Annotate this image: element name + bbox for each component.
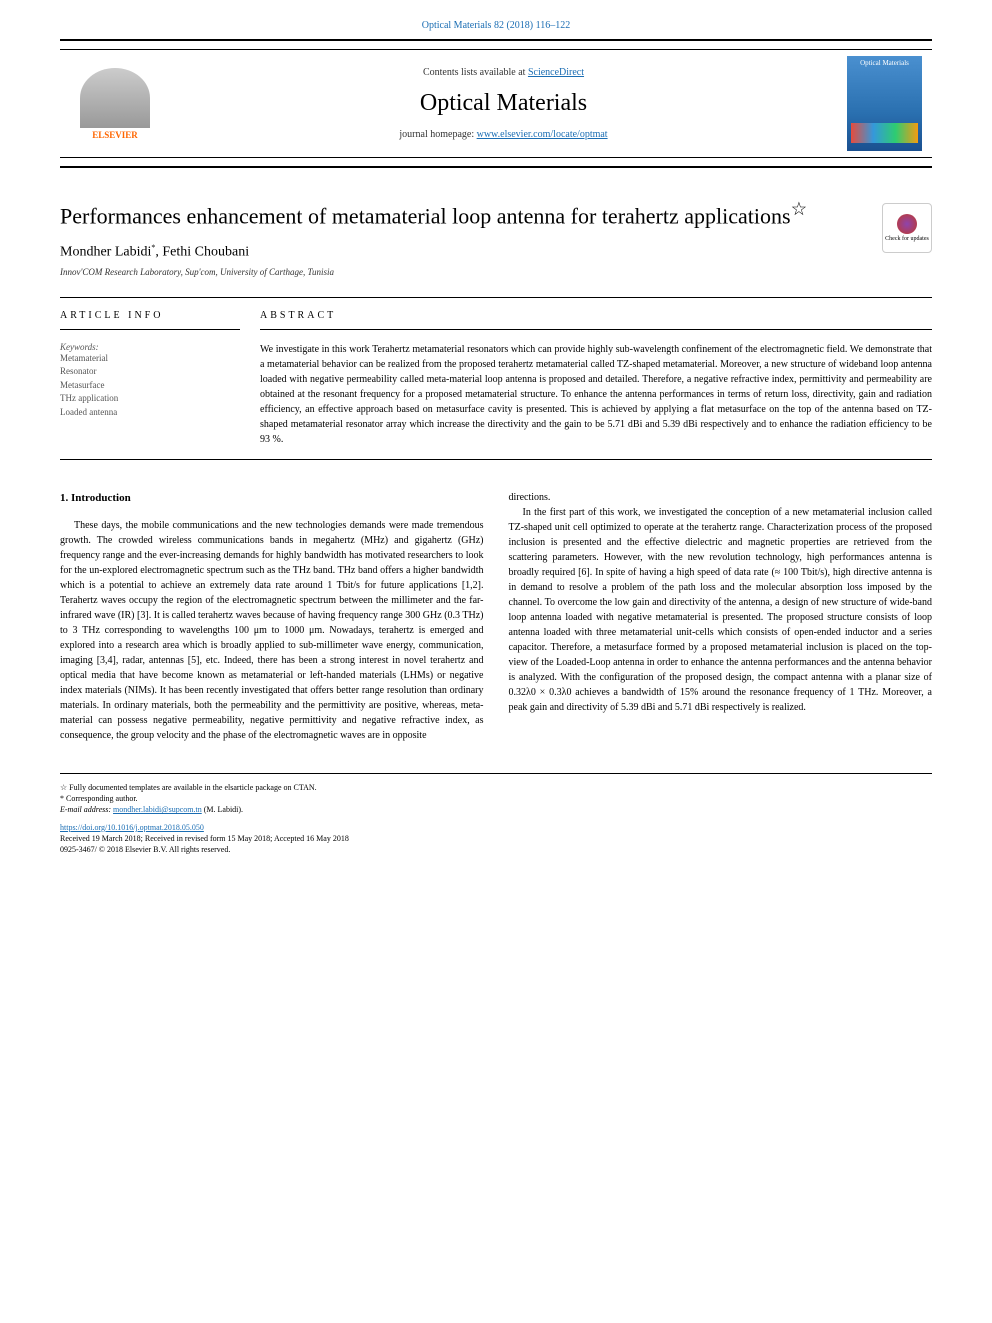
citation-text: Optical Materials 82 (2018) 116–122 <box>422 20 571 31</box>
article-info: ARTICLE INFO Keywords: Metamaterial Reso… <box>60 298 260 459</box>
contents-text: Contents lists available at <box>423 67 528 78</box>
intro-paragraph-2: In the first part of this work, we inves… <box>509 505 933 715</box>
email-line: E-mail address: mondher.labidi@supcom.tn… <box>60 804 932 815</box>
journal-header-inner: ELSEVIER Contents lists available at Sci… <box>60 49 932 158</box>
homepage-link[interactable]: www.elsevier.com/locate/optmat <box>477 129 608 140</box>
abstract-section: ABSTRACT We investigate in this work Ter… <box>260 298 932 459</box>
intro-paragraph-1: These days, the mobile communications an… <box>60 518 484 743</box>
right-column: directions. In the first part of this wo… <box>509 490 933 744</box>
author-1: Mondher Labidi <box>60 245 151 260</box>
footer: ☆ Fully documented templates are availab… <box>60 773 932 855</box>
footnote-templates: ☆ Fully documented templates are availab… <box>60 782 932 793</box>
journal-title: Optical Materials <box>160 90 847 117</box>
copyright: 0925-3467/ © 2018 Elsevier B.V. All righ… <box>60 844 932 855</box>
keyword-3: Metasurface <box>60 379 240 393</box>
info-abstract-section: ARTICLE INFO Keywords: Metamaterial Reso… <box>60 297 932 460</box>
article-info-header: ARTICLE INFO <box>60 310 240 330</box>
received-dates: Received 19 March 2018; Received in revi… <box>60 833 932 844</box>
sciencedirect-link[interactable]: ScienceDirect <box>528 67 584 78</box>
abstract-text: We investigate in this work Terahertz me… <box>260 342 932 447</box>
keyword-1: Metamaterial <box>60 352 240 366</box>
check-updates-badge[interactable]: Check for updates <box>882 203 932 253</box>
citation-header: Optical Materials 82 (2018) 116–122 <box>0 0 992 39</box>
check-updates-label: Check for updates <box>885 236 929 242</box>
author-2: , Fethi Choubani <box>155 245 249 260</box>
keyword-5: Loaded antenna <box>60 406 240 420</box>
affiliation: Innov'COM Research Laboratory, Sup'com, … <box>60 267 932 277</box>
email-suffix: (M. Labidi). <box>202 805 243 814</box>
elsevier-logo: ELSEVIER <box>70 59 160 149</box>
journal-cover-thumbnail: Optical Materials <box>847 56 922 151</box>
check-updates-icon <box>897 214 917 234</box>
doi-url[interactable]: https://doi.org/10.1016/j.optmat.2018.05… <box>60 823 204 832</box>
intro-continuation: directions. <box>509 490 933 505</box>
left-column: 1. Introduction These days, the mobile c… <box>60 490 484 744</box>
email-label: E-mail address: <box>60 805 113 814</box>
email-link[interactable]: mondher.labidi@supcom.tn <box>113 805 202 814</box>
homepage-text: journal homepage: <box>399 129 476 140</box>
contents-line: Contents lists available at ScienceDirec… <box>160 67 847 78</box>
abstract-header: ABSTRACT <box>260 310 932 330</box>
doi-link[interactable]: https://doi.org/10.1016/j.optmat.2018.05… <box>60 822 932 833</box>
article-header: Check for updates Performances enhanceme… <box>60 198 932 277</box>
keyword-4: THz application <box>60 392 240 406</box>
homepage-line: journal homepage: www.elsevier.com/locat… <box>160 129 847 140</box>
title-note: ☆ <box>791 199 807 219</box>
article-title: Performances enhancement of metamaterial… <box>60 198 932 231</box>
elsevier-tree-icon <box>80 68 150 128</box>
title-text: Performances enhancement of metamaterial… <box>60 203 791 228</box>
introduction-heading: 1. Introduction <box>60 490 484 507</box>
cover-title: Optical Materials <box>847 56 922 70</box>
main-content: 1. Introduction These days, the mobile c… <box>60 490 932 744</box>
keywords-label: Keywords: <box>60 342 240 352</box>
authors: Mondher Labidi*, Fethi Choubani <box>60 243 932 261</box>
corresponding-author: * Corresponding author. <box>60 793 932 804</box>
elsevier-label: ELSEVIER <box>92 130 138 140</box>
journal-center: Contents lists available at ScienceDirec… <box>160 67 847 140</box>
journal-header-box: ELSEVIER Contents lists available at Sci… <box>60 39 932 168</box>
keyword-2: Resonator <box>60 365 240 379</box>
